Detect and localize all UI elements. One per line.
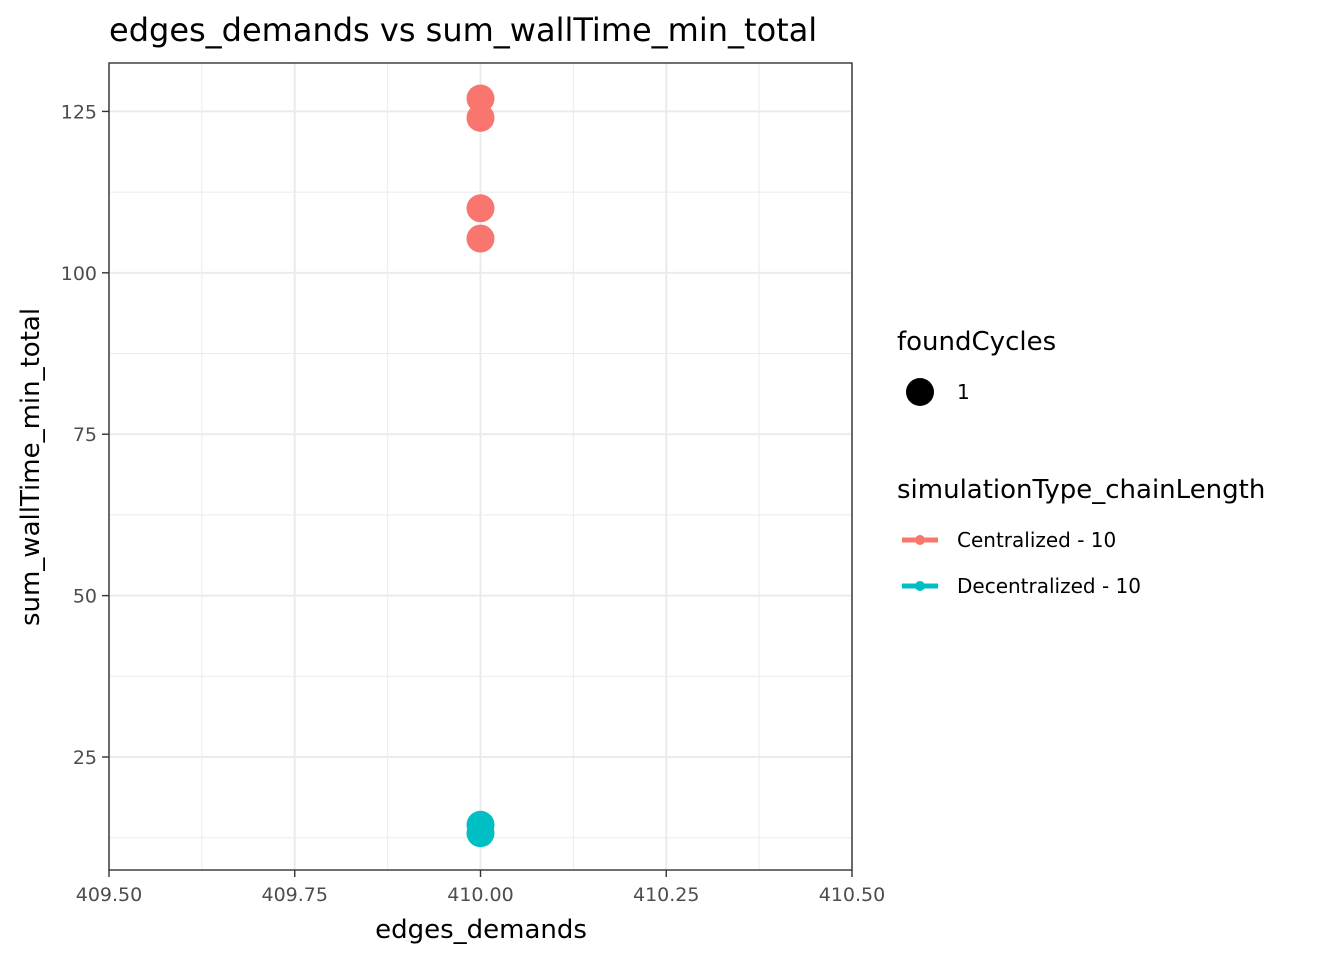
x-tick-label: 409.75 bbox=[262, 884, 328, 906]
y-tick-label: 75 bbox=[73, 424, 97, 446]
data-point-centralized bbox=[466, 194, 495, 223]
legend-key-dot bbox=[915, 535, 925, 545]
legend-title-found-cycles: foundCycles bbox=[897, 327, 1056, 357]
y-tick-label: 50 bbox=[73, 586, 97, 608]
x-tick-label: 410.00 bbox=[447, 884, 513, 906]
x-axis: 409.50 409.75 410.00 410.25 410.50 bbox=[76, 870, 885, 906]
data-points bbox=[466, 84, 495, 848]
legend-label-series: Decentralized - 10 bbox=[957, 574, 1141, 598]
legend-label-size: 1 bbox=[957, 380, 970, 404]
data-point-centralized bbox=[466, 224, 495, 253]
chart-title: edges_demands vs sum_wallTime_min_total bbox=[109, 11, 817, 49]
x-tick-label: 409.50 bbox=[76, 884, 142, 906]
x-axis-title: edges_demands bbox=[375, 915, 587, 945]
legend-label-series: Centralized - 10 bbox=[957, 528, 1116, 552]
y-axis-title: sum_wallTime_min_total bbox=[16, 308, 46, 626]
y-axis: 25 50 75 100 125 bbox=[61, 101, 109, 769]
y-tick-label: 100 bbox=[61, 263, 97, 285]
x-tick-label: 410.25 bbox=[633, 884, 699, 906]
legend-key-size-dot bbox=[906, 378, 934, 406]
legend-found-cycles: foundCycles 1 bbox=[897, 327, 1056, 406]
legend-simulation-type: simulationType_chainLength Centralized -… bbox=[897, 475, 1265, 598]
x-tick-label: 410.50 bbox=[819, 884, 885, 906]
y-tick-label: 25 bbox=[73, 747, 97, 769]
y-tick-label: 125 bbox=[61, 101, 97, 123]
legend-key-dot bbox=[915, 581, 925, 591]
legend-title-simulation-type: simulationType_chainLength bbox=[897, 475, 1265, 505]
plot-panel bbox=[108, 62, 853, 871]
data-point-centralized bbox=[466, 103, 495, 132]
data-point-centralized bbox=[466, 84, 495, 113]
data-point-decentralized bbox=[466, 819, 495, 848]
